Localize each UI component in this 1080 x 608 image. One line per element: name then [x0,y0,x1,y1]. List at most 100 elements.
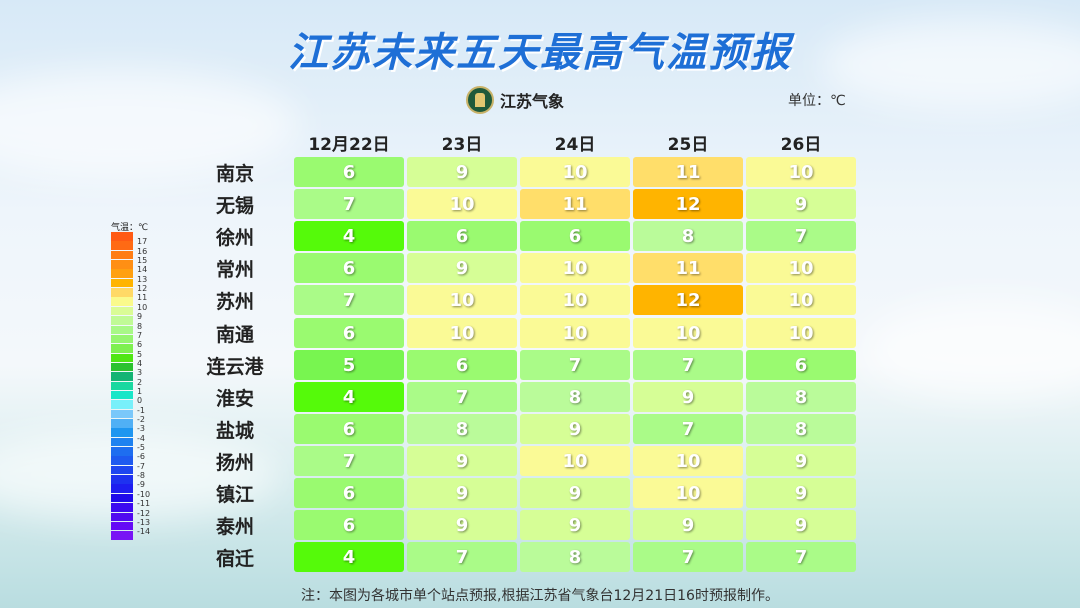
legend-swatch [111,260,133,269]
legend-swatch [111,306,133,316]
legend-label: 14 [137,265,148,275]
temperature-cell: 7 [633,542,743,573]
temperature-cell: 6 [294,478,404,508]
temperature-cell: 6 [294,510,404,541]
temperature-cell: 10 [633,478,743,508]
temperature-cell: 8 [633,221,743,252]
temperature-cell: 9 [746,445,856,476]
legend-label: 1 [137,386,143,396]
city-label: 盐城 [215,419,254,442]
legend-label: 6 [137,340,143,350]
temperature-cell: 6 [520,221,630,252]
logo: 江苏气象 [466,86,564,114]
legend-swatch [111,344,133,353]
temperature-cell: 10 [746,317,856,348]
legend-swatch [111,428,133,437]
legend-swatch [111,250,133,260]
temperature-cell: 9 [520,478,630,508]
legend-title: 气温：℃ [111,223,149,233]
temperature-cell: 10 [746,253,856,284]
temperature-cell: 10 [633,317,743,348]
temperature-cell: 9 [746,478,856,508]
legend-label: -10 [137,489,151,499]
legend-swatch [111,381,133,391]
temperature-cell: 11 [520,189,630,220]
legend-label: 10 [137,302,148,312]
legend-swatch [111,325,133,334]
temperature-cell: 6 [746,349,856,380]
temperature-cell: 6 [407,349,517,380]
city-label: 南京 [215,163,254,185]
legend-swatch [111,372,133,381]
temperature-cell: 7 [633,349,743,380]
legend-label: 13 [137,274,148,284]
legend-label: -6 [137,452,145,462]
temperature-cell: 10 [746,285,856,316]
column-header: 12月22日 [308,135,390,155]
legend-label: 11 [137,293,148,303]
temperature-cell: 4 [294,221,404,252]
temperature-cell: 12 [633,285,743,316]
legend-swatch [111,400,133,409]
legend-label: -12 [137,508,151,518]
temperature-cell: 10 [520,317,630,348]
unit-label: 单位：℃ [788,93,846,109]
temperature-cell: 9 [407,157,517,187]
temperature-cell: 10 [520,253,630,284]
city-label: 宿迁 [215,548,254,571]
temperature-cell: 9 [407,510,517,541]
jiangsu-weather-emblem-icon [466,86,494,114]
legend-swatch [111,521,133,531]
legend-swatch [111,232,133,241]
temperature-cell: 6 [294,157,404,187]
legend-label: 3 [137,368,143,378]
legend-swatch [111,437,133,447]
legend-swatch [111,465,133,475]
logo-text: 江苏气象 [500,92,565,111]
temperature-cell: 10 [520,157,630,187]
legend-swatch [111,493,133,503]
legend-label: -7 [137,461,145,471]
legend-swatch [111,419,133,428]
temperature-cell: 7 [294,285,404,316]
legend-label: 7 [137,330,143,340]
temperature-cell: 5 [294,349,404,380]
legend-swatch [111,512,133,521]
temperature-cell: 9 [520,510,630,541]
city-label: 苏州 [215,291,254,314]
legend-label: -13 [137,517,151,527]
column-header: 25日 [667,135,709,155]
legend-label: -11 [137,499,151,509]
temperature-cell: 6 [294,253,404,284]
temperature-cell: 7 [294,445,404,476]
legend-swatch [111,288,133,297]
legend-swatch [111,362,133,372]
legend-label: 5 [137,349,143,359]
temperature-cell: 10 [407,317,517,348]
temperature-cell: 6 [294,317,404,348]
temperature-cell: 12 [633,189,743,220]
legend-label: -8 [137,471,145,481]
column-header: 24日 [554,135,596,155]
legend-label: -3 [137,424,145,434]
legend-label: -1 [137,405,145,415]
city-label: 常州 [215,259,254,282]
temperature-cell: 9 [407,253,517,284]
temperature-cell: 10 [520,285,630,316]
city-label: 泰州 [215,516,254,539]
temperature-cell: 10 [520,445,630,476]
column-header: 26日 [780,135,822,155]
legend-swatch [111,503,133,512]
city-label: 连云港 [206,355,264,378]
temperature-cell: 7 [633,413,743,444]
legend-swatch [111,531,133,540]
temperature-cell: 9 [407,445,517,476]
legend-swatch [111,353,133,363]
temperature-cell: 9 [746,189,856,220]
legend-swatch [111,484,133,493]
legend-swatch [111,334,133,344]
legend-swatch [111,456,133,465]
legend-swatch [111,269,133,278]
page-title: 江苏未来五天最高气温预报 [288,30,792,76]
city-label: 南通 [215,323,254,346]
